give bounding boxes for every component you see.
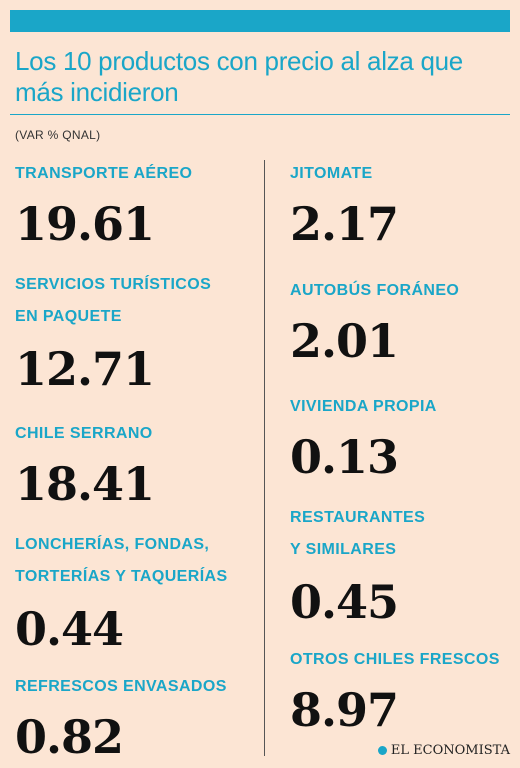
item-label: REFRESCOS ENVASADOS [15,678,227,695]
item-label: TRANSPORTE AÉREO [15,165,193,182]
item-label: VIVIENDA PROPIA [290,398,437,415]
item-label: AUTOBÚS FORÁNEO [290,282,460,299]
item-value: 18.41 [15,457,155,511]
item-value: 8.97 [290,683,399,737]
chart-title: Los 10 productos con precio al alza que … [15,46,463,107]
item-value: 2.17 [290,197,399,251]
column-divider [264,160,265,756]
item-value: 2.01 [290,314,399,368]
item-value: 19.61 [15,197,155,251]
item-label: LONCHERÍAS, FONDAS, TORTERÍAS Y TAQUERÍA… [15,536,228,585]
item-label: SERVICIOS TURÍSTICOS EN PAQUETE [15,276,212,325]
brand-name: EL ECONOMISTA [390,743,510,758]
logo-dot-icon [377,746,387,755]
header-bar [10,10,510,32]
item-label: RESTAURANTES Y SIMILARES [290,509,426,558]
item-value: 0.82 [15,710,124,764]
chart-subtitle: (VAR % QNAL) [15,128,101,142]
title-rule [10,114,510,115]
item-label: OTROS CHILES FRESCOS [290,651,500,668]
brand-logo: EL ECONOMISTA [377,743,510,758]
item-value: 12.71 [15,342,155,396]
item-label: JITOMATE [290,165,373,182]
item-value: 0.44 [15,602,124,656]
item-label: CHILE SERRANO [15,425,153,442]
item-value: 0.13 [290,430,399,484]
item-value: 0.45 [290,575,399,629]
